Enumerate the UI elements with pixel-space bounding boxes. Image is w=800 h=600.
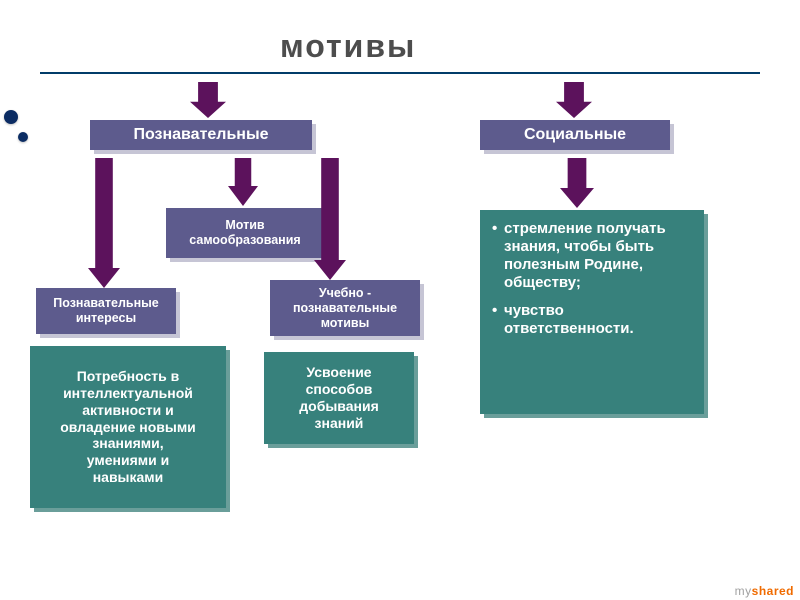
arrow: [560, 158, 594, 208]
decor-circle-1: [4, 110, 18, 124]
watermark-prefix: my: [735, 584, 752, 598]
arrow: [556, 82, 592, 118]
diagram-canvas: { "type": "flowchart", "background_color…: [0, 0, 800, 600]
node-social-detail: стремление получать знания, чтобы быть п…: [480, 210, 704, 414]
node-edu: Учебно -познавательныемотивы: [270, 280, 420, 336]
node-assim: Усвоениеспособовдобываниязнаний: [264, 352, 414, 444]
social-detail-list: стремление получать знания, чтобы быть п…: [492, 220, 692, 338]
decor-circle-2: [18, 132, 28, 142]
arrow: [88, 158, 120, 288]
list-item: стремление получать знания, чтобы быть п…: [492, 220, 692, 292]
node-interests: Познавательныеинтересы: [36, 288, 176, 334]
node-need: Потребность винтеллектуальнойактивности …: [30, 346, 226, 508]
node-social: Социальные: [480, 120, 670, 150]
watermark: myshared: [735, 584, 794, 598]
list-item: чувство ответственности.: [492, 302, 692, 338]
arrow: [190, 82, 226, 118]
diagram-title: мотивы: [280, 28, 416, 65]
arrow: [228, 158, 258, 206]
node-cognitive: Познавательные: [90, 120, 312, 150]
node-selfed: Мотивсамообразования: [166, 208, 324, 258]
watermark-accent: shared: [752, 584, 794, 598]
title-rule: [40, 72, 760, 74]
